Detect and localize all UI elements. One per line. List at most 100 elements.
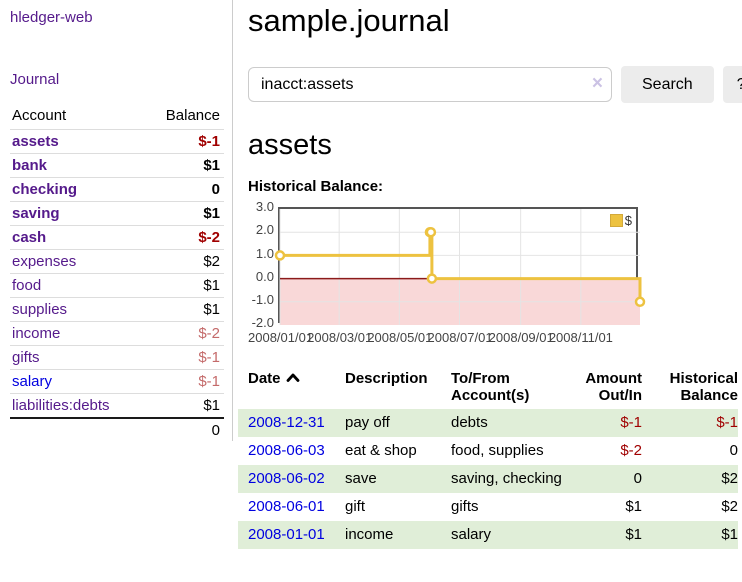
account-balance: $-2 xyxy=(144,321,224,346)
account-balance: $1 xyxy=(144,153,224,178)
transaction-accounts: gifts xyxy=(451,498,479,516)
transaction-description: gift xyxy=(345,498,366,516)
account-row: expenses $2 xyxy=(10,249,224,274)
transaction-date-link[interactable]: 2008-12-31 xyxy=(248,414,325,432)
account-balance: $1 xyxy=(144,297,224,322)
account-link-income[interactable]: income xyxy=(12,325,61,342)
transaction-date-link[interactable]: 2008-01-01 xyxy=(248,526,325,544)
search-bar: × Search ? xyxy=(248,66,742,104)
journal-title: sample.journal xyxy=(248,3,450,38)
transaction-description: pay off xyxy=(345,409,451,438)
nav-journal-link[interactable]: Journal xyxy=(10,71,60,88)
balance-column-header: Balance xyxy=(165,107,220,124)
balance-step-line xyxy=(274,209,646,326)
register-header-description: Description xyxy=(345,370,428,388)
register-row: 2008-12-31 pay off debts $-1 $-1 xyxy=(238,409,738,438)
account-row: saving $1 xyxy=(10,201,224,226)
transaction-date-link[interactable]: 2008-06-01 xyxy=(248,498,325,516)
x-tick-label: 2008/03/01 xyxy=(307,330,373,346)
account-balance: $-2 xyxy=(144,225,224,250)
account-link-cash[interactable]: cash xyxy=(12,229,47,246)
account-row: cash $-2 xyxy=(10,225,224,250)
register-row: 2008-06-03 eat & shop food, supplies $-2… xyxy=(238,437,738,465)
account-balance: $2 xyxy=(144,249,224,274)
series-swatch-icon xyxy=(609,214,623,228)
account-link-assets[interactable]: assets xyxy=(12,133,59,150)
account-row: bank $1 xyxy=(10,153,224,178)
transaction-description: save xyxy=(345,465,451,494)
account-row: checking 0 xyxy=(10,177,224,202)
account-link-food[interactable]: food xyxy=(12,277,42,294)
chart-plot-area: $ xyxy=(274,207,646,326)
account-row: income $-2 xyxy=(10,321,224,346)
chart-label: Historical Balance: xyxy=(248,178,384,196)
account-row: supplies $1 xyxy=(10,297,224,322)
register-table: Date Description To/From Account(s) Amou… xyxy=(238,368,738,550)
legend-label: $ xyxy=(624,213,632,229)
y-tick-label: 1.0 xyxy=(255,245,274,261)
transaction-accounts: food, supplies xyxy=(451,442,544,460)
transaction-date-link[interactable]: 2008-06-03 xyxy=(248,442,325,460)
register-row: 2008-06-01 gift gifts $1 $2 xyxy=(238,493,738,521)
chart-legend: $ xyxy=(609,213,632,229)
transaction-amount: 0 xyxy=(566,465,642,494)
transaction-date-link[interactable]: 2008-06-02 xyxy=(248,470,325,488)
x-tick-label: 2008/01/01 xyxy=(248,330,314,346)
x-tick-label: 2008/07/01 xyxy=(427,330,493,346)
account-link-gifts[interactable]: gifts xyxy=(12,349,40,366)
account-row: food $1 xyxy=(10,273,224,298)
main-content: sample.journal × Search ? assets Histori… xyxy=(233,0,742,550)
brand-link[interactable]: hledger-web xyxy=(10,9,93,26)
y-tick-label: 3.0 xyxy=(255,199,274,215)
account-balance: $1 xyxy=(144,201,224,226)
account-link-supplies[interactable]: supplies xyxy=(12,301,68,318)
account-balance: $1 xyxy=(144,273,224,298)
transaction-accounts: salary xyxy=(451,521,566,550)
account-link-bank[interactable]: bank xyxy=(12,157,48,174)
transaction-balance: $-1 xyxy=(642,409,738,438)
account-link-checking[interactable]: checking xyxy=(12,181,78,198)
transaction-accounts: debts xyxy=(451,409,566,438)
account-row: gifts $-1 xyxy=(10,345,224,370)
transaction-accounts: saving, checking xyxy=(451,465,566,494)
transaction-balance: $1 xyxy=(642,521,738,550)
account-row: salary $-1 xyxy=(10,369,224,394)
transaction-amount: $-1 xyxy=(566,409,642,438)
search-help-button[interactable]: ? xyxy=(722,66,742,104)
accounts-total-row: 0 xyxy=(10,417,224,442)
x-tick-label: 2008/05/01 xyxy=(367,330,433,346)
account-link-liabilities-debts[interactable]: liabilities:debts xyxy=(12,397,110,414)
account-page-title: assets xyxy=(248,129,332,162)
accounts-total-value: 0 xyxy=(144,417,224,442)
account-balance: $-1 xyxy=(144,345,224,370)
transaction-balance: 0 xyxy=(729,442,738,460)
search-input[interactable] xyxy=(248,67,612,103)
search-button[interactable]: Search xyxy=(621,66,714,104)
accounts-column-header: Account xyxy=(12,107,67,124)
clear-search-icon[interactable]: × xyxy=(591,73,603,95)
account-balance: $1 xyxy=(144,393,224,418)
account-link-saving[interactable]: saving xyxy=(12,205,60,222)
transaction-balance: $2 xyxy=(721,498,738,516)
account-link-expenses[interactable]: expenses xyxy=(12,253,77,270)
transaction-amount: $1 xyxy=(625,498,642,516)
register-row: 2008-01-01 income salary $1 $1 xyxy=(238,521,738,550)
register-row: 2008-06-02 save saving, checking 0 $2 xyxy=(238,465,738,494)
register-header-date[interactable]: Date xyxy=(238,368,345,409)
account-row: liabilities:debts $1 xyxy=(10,393,224,418)
transaction-balance: $2 xyxy=(642,465,738,494)
y-tick-label: 0.0 xyxy=(255,268,274,284)
transaction-description: eat & shop xyxy=(345,442,417,460)
x-tick-label: 2008/11/01 xyxy=(548,330,613,346)
account-balance: $-1 xyxy=(144,129,224,154)
y-tick-label: -2.0 xyxy=(251,315,274,331)
account-row: assets $-1 xyxy=(10,129,224,154)
historical-balance-chart: 3.0 2.0 1.0 0.0 -1.0 -2.0 $ 2008/01/01 2008/03… xyxy=(248,200,668,348)
y-tick-label: 2.0 xyxy=(255,222,274,238)
register-header-amount: Amount Out/In xyxy=(585,370,642,405)
account-balance: 0 xyxy=(144,177,224,202)
account-balance: $-1 xyxy=(144,369,224,394)
register-header-accounts: To/From Account(s) xyxy=(451,370,530,405)
register-header-balance: Historical Balance xyxy=(669,370,738,405)
account-link-salary[interactable]: salary xyxy=(12,373,53,390)
